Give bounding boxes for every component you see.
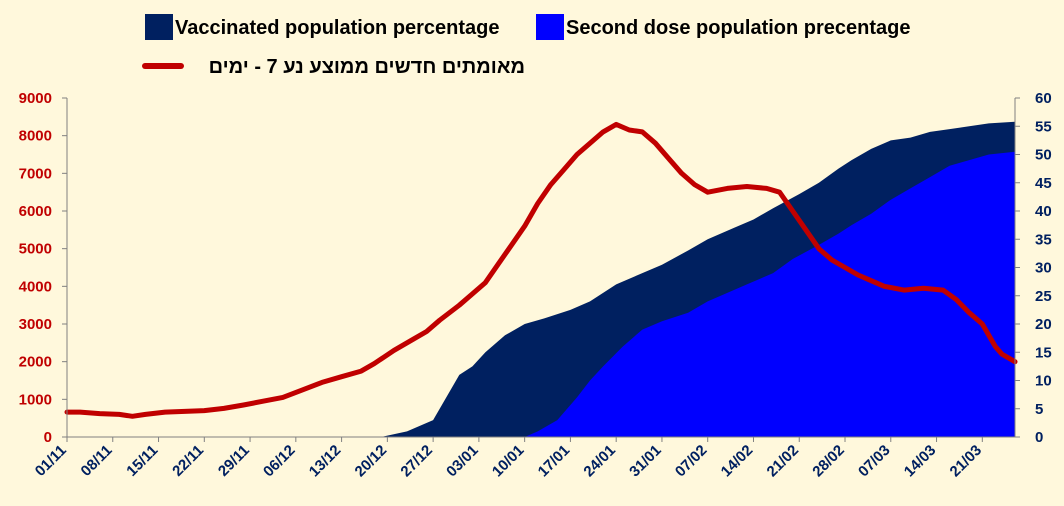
y-left-tick-label: 4000 [19, 278, 52, 295]
x-tick-label: 14/02 [718, 442, 757, 481]
legend: Vaccinated population percentage Second d… [142, 14, 911, 78]
x-tick-label: 07/02 [672, 442, 711, 481]
y-right-tick-label: 35 [1035, 231, 1052, 248]
x-tick-label: 20/12 [352, 442, 391, 481]
x-tick-label: 14/03 [901, 442, 940, 481]
y-right-tick-label: 55 [1035, 118, 1052, 135]
legend-label: Second dose population precentage [566, 17, 911, 39]
y-right-tick-label: 5 [1035, 401, 1043, 418]
x-tick-label: 29/11 [215, 442, 253, 480]
legend-swatch [536, 14, 564, 40]
y-left-tick-label: 5000 [19, 241, 52, 258]
y-right-tick-label: 50 [1035, 147, 1052, 164]
x-tick-label: 03/01 [443, 442, 482, 481]
area-series [67, 121, 1015, 437]
y-right-tick-label: 60 [1035, 90, 1052, 107]
x-tick-label: 06/12 [260, 442, 299, 481]
legend-label: מאומתים חדשים ממוצע נע 7 - ימים [209, 56, 525, 78]
y-left-tick-label: 1000 [19, 391, 52, 408]
y-right-tick-label: 30 [1035, 260, 1052, 277]
x-tick-label: 22/11 [169, 442, 207, 480]
legend-swatch [145, 14, 173, 40]
y-left-tick-label: 7000 [19, 165, 52, 182]
x-tick-label: 15/11 [123, 442, 161, 480]
x-tick-label: 07/03 [855, 442, 894, 481]
y-right-tick-label: 40 [1035, 203, 1052, 220]
y-right-tick-label: 0 [1035, 429, 1043, 446]
y-left-tick-label: 2000 [19, 354, 52, 371]
x-tick-label: 13/12 [306, 442, 345, 481]
x-tick-label: 28/02 [809, 442, 848, 481]
x-tick-label: 24/01 [580, 442, 619, 481]
area-second-dose [67, 151, 1015, 437]
x-tick-label: 10/01 [489, 442, 528, 481]
y-left-tick-label: 3000 [19, 316, 52, 333]
y-right-tick-label: 45 [1035, 175, 1052, 192]
y-right-tick-label: 20 [1035, 316, 1052, 333]
y-left-tick-label: 8000 [19, 128, 52, 145]
cases-line [64, 121, 1018, 419]
y-left-tick-label: 0 [44, 429, 52, 446]
y-left-tick-label: 9000 [19, 90, 52, 107]
x-tick-label: 31/01 [626, 442, 665, 481]
y-left-tick-label: 6000 [19, 203, 52, 220]
x-tick-label: 01/11 [32, 442, 70, 480]
x-tick-label: 08/11 [78, 442, 116, 480]
x-tick-label: 17/01 [535, 442, 574, 481]
y-right-tick-label: 15 [1035, 344, 1052, 361]
legend-label: Vaccinated population percentage [175, 17, 500, 39]
y-right-tick-label: 25 [1035, 288, 1052, 305]
y-right-tick-label: 10 [1035, 373, 1052, 390]
x-tick-label: 21/02 [764, 442, 803, 481]
x-tick-label: 27/12 [397, 442, 436, 481]
line-series [64, 121, 1018, 419]
x-tick-label: 21/03 [947, 442, 986, 481]
